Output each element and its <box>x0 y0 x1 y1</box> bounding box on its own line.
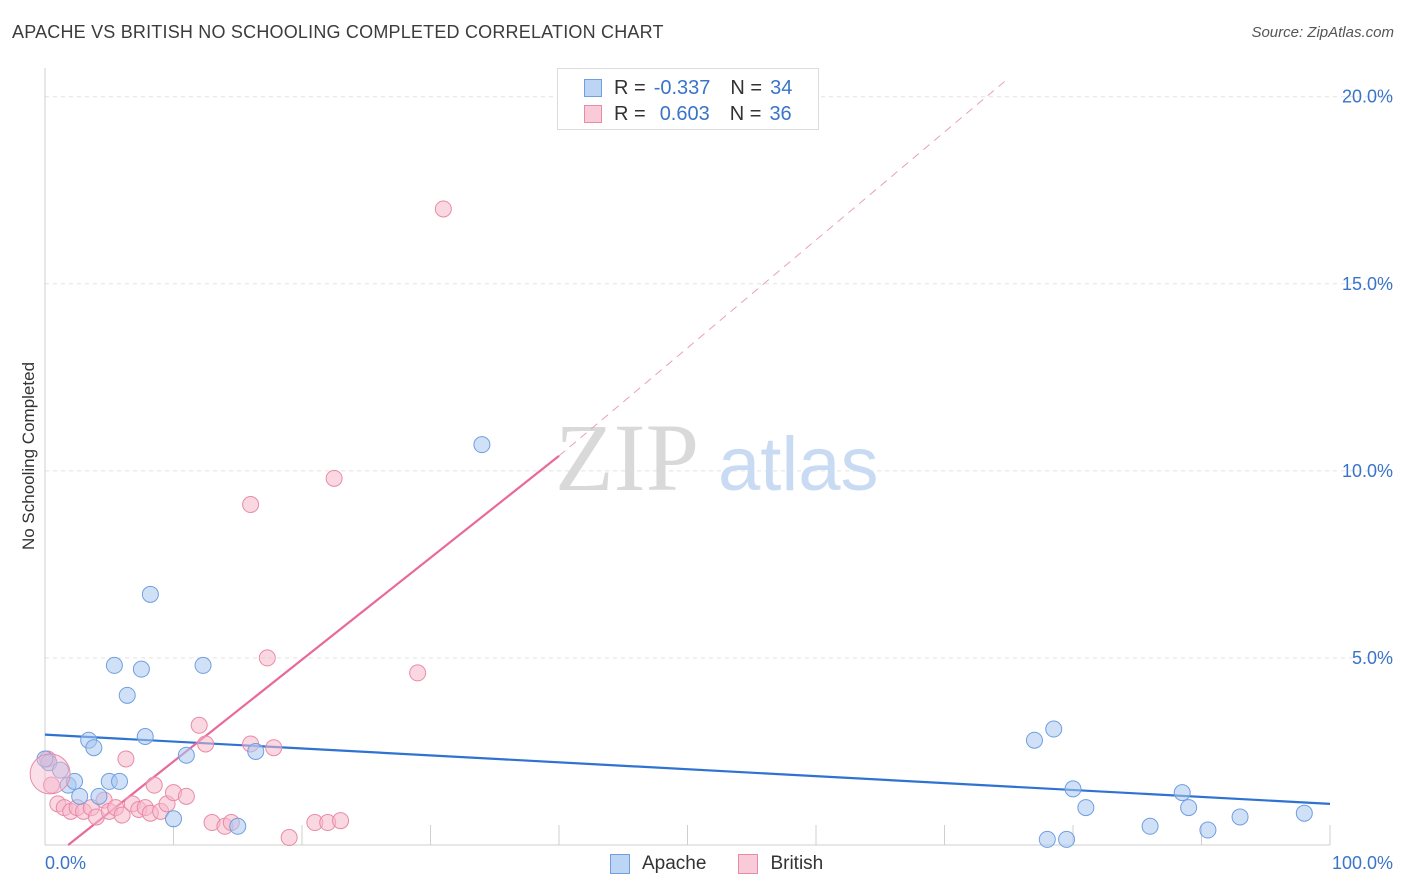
point-apache-18 <box>229 817 247 835</box>
chart-title: APACHE VS BRITISH NO SCHOOLING COMPLETED… <box>12 22 664 42</box>
point-apache-11 <box>118 686 136 704</box>
n-value-apache: 34 <box>770 76 793 99</box>
legend-label-british: British <box>770 853 824 874</box>
legend-item-british[interactable]: British <box>738 853 823 875</box>
point-british-22 <box>177 787 195 805</box>
point-apache-31 <box>1231 808 1249 826</box>
point-apache-15 <box>165 810 182 828</box>
x-tick-label-1: 100.0% <box>1332 853 1393 873</box>
point-british-12 <box>113 806 131 824</box>
trend-line-apache <box>44 733 1331 805</box>
watermark: ZIP atlas <box>555 404 879 511</box>
point-british-24 <box>197 735 215 753</box>
point-apache-29 <box>1180 799 1198 817</box>
point-apache-32 <box>1295 804 1313 822</box>
r-value-british: 0.603 <box>659 102 710 125</box>
point-british-13 <box>117 750 135 768</box>
point-british-18 <box>145 776 163 794</box>
point-apache-12 <box>132 660 150 678</box>
point-apache-9 <box>105 656 123 674</box>
point-apache-23 <box>1045 720 1063 738</box>
point-british-36 <box>434 200 452 218</box>
tick-labels: 5.0% 10.0% 15.0% 20.0% 0.0% 100.0% <box>45 87 1393 873</box>
correlation-legend: R = -0.337 N = 34 R = 0.603 N = 36 <box>557 68 819 130</box>
point-apache-17 <box>194 656 212 674</box>
point-apache-24 <box>1058 830 1076 848</box>
legend-row-british: R = 0.603 N = 36 <box>584 102 792 126</box>
point-apache-14 <box>141 585 159 603</box>
point-apache-30 <box>1199 821 1217 839</box>
point-british-35 <box>409 664 427 682</box>
point-apache-10 <box>111 772 129 790</box>
british-swatch <box>584 105 602 123</box>
n-value-british: 36 <box>769 102 792 125</box>
trend-line-british <box>67 455 560 846</box>
source-label: Source: ZipAtlas.com <box>1251 24 1394 41</box>
point-apache-26 <box>1077 799 1095 817</box>
point-apache-22 <box>1038 830 1056 848</box>
y-tick-label-3: 20.0% <box>1342 87 1393 107</box>
y-tick-label-2: 15.0% <box>1342 274 1393 294</box>
point-british-30 <box>265 739 283 757</box>
point-apache-6 <box>85 739 103 757</box>
watermark-zip: ZIP <box>555 404 699 511</box>
r-label: R = <box>614 76 646 99</box>
n-label: N = <box>730 76 763 99</box>
y-tick-label-1: 10.0% <box>1342 461 1393 481</box>
point-british-23 <box>190 716 208 734</box>
x-tick-label-0: 0.0% <box>45 853 86 873</box>
point-british-34 <box>332 812 350 830</box>
point-apache-4 <box>71 787 89 805</box>
series-legend: Apache British <box>610 851 855 877</box>
point-apache-20 <box>473 436 491 454</box>
n-label: N = <box>729 102 762 125</box>
point-apache-21 <box>1025 731 1043 749</box>
y-tick-label-0: 5.0% <box>1352 648 1393 668</box>
point-apache-3 <box>66 772 84 790</box>
point-british-29 <box>258 649 276 667</box>
british-swatch <box>738 854 759 874</box>
legend-item-apache[interactable]: Apache <box>610 853 706 875</box>
point-apache-1 <box>51 761 69 779</box>
point-british-large <box>29 753 71 795</box>
watermark-atlas: atlas <box>718 422 879 507</box>
trend-line-british-extension <box>558 77 1010 457</box>
point-apache-28 <box>1173 784 1191 802</box>
r-label: R = <box>614 102 646 125</box>
y-axis-label: No Schooling Completed <box>19 362 38 550</box>
point-apache-16 <box>177 746 195 764</box>
data-points <box>29 200 1313 848</box>
apache-swatch <box>584 79 602 97</box>
legend-row-apache: R = -0.337 N = 34 <box>584 76 792 100</box>
point-british-31 <box>280 829 298 847</box>
grid-lines <box>45 96 1392 659</box>
point-british-1 <box>42 776 60 794</box>
point-british-37 <box>325 469 343 487</box>
axes <box>44 68 1331 846</box>
point-apache-27 <box>1141 817 1159 835</box>
point-apache-19 <box>247 742 265 760</box>
point-apache-7 <box>90 787 108 805</box>
r-value-apache: -0.337 <box>653 76 711 99</box>
point-british-28 <box>242 496 260 514</box>
legend-label-apache: Apache <box>642 853 707 874</box>
point-apache-13 <box>136 727 154 745</box>
point-apache-25 <box>1064 780 1082 798</box>
apache-swatch <box>610 854 630 874</box>
